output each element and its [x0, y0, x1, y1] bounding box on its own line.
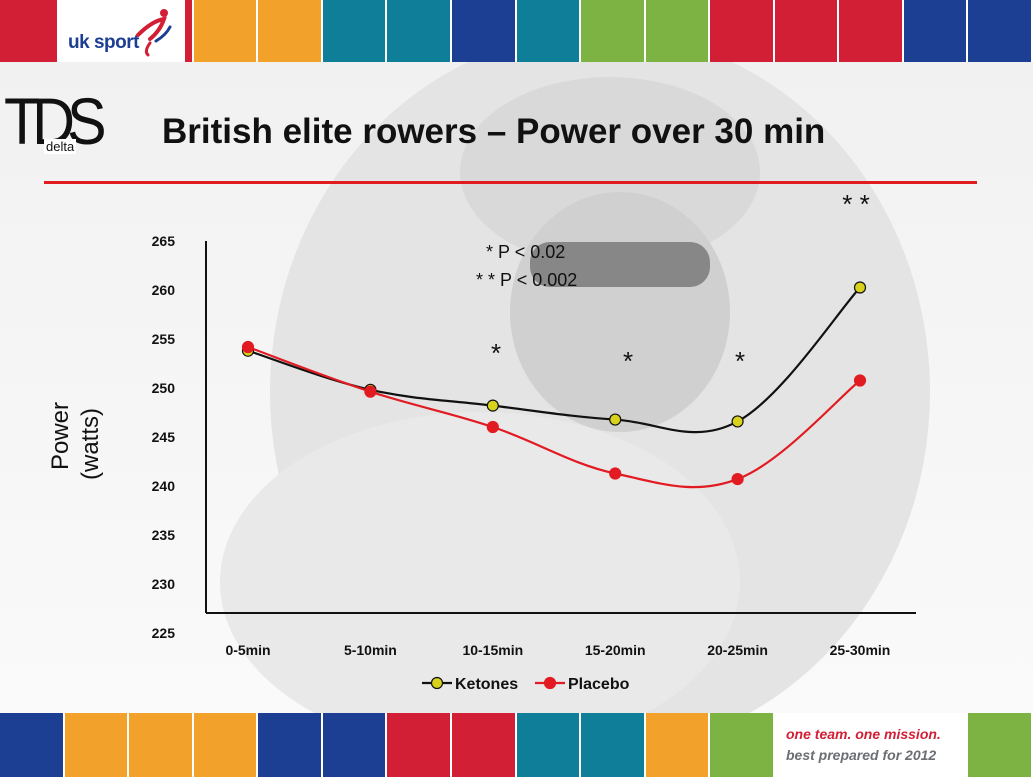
legend-item-ketones: Ketones [422, 676, 518, 693]
background-photo [0, 62, 1033, 713]
stripe-segment [968, 0, 1031, 62]
chart-axes [205, 241, 916, 614]
x-tick-label: 15-20min [585, 642, 646, 658]
y-tick-label: 240 [152, 478, 176, 494]
significance-star: * [491, 338, 501, 368]
legend-label: Placebo [568, 676, 630, 693]
y-tick-label: 225 [152, 625, 176, 641]
data-point-placebo [609, 467, 622, 480]
stripe-segment [451, 0, 515, 62]
x-tick-label: 0-5min [225, 642, 270, 658]
stripe-segment [193, 713, 257, 777]
stripe-segment [129, 713, 192, 777]
series-ketones [241, 281, 867, 434]
y-tick-labels: 265 260 255 250 245 240 235 230 225 [152, 233, 176, 641]
significance-star: * * [842, 189, 869, 219]
x-tick-label: 20-25min [707, 642, 768, 658]
legend-swatch-marker [543, 676, 557, 690]
y-tick-label: 255 [152, 331, 176, 347]
stripe-segment [710, 0, 773, 62]
slogan-line-two: best prepared for 2012 [786, 747, 937, 763]
data-point-ketones [731, 415, 744, 428]
y-tick-label: 260 [152, 282, 176, 298]
data-point-placebo [486, 420, 499, 434]
y-axis-title: Power (watts) [47, 402, 104, 480]
background-photo-silhouette [220, 62, 930, 713]
series-line-placebo [247, 345, 861, 489]
y-axis-title-line1: Power [47, 402, 74, 470]
y-axis-title-line2: (watts) [77, 408, 104, 480]
series-layer [241, 281, 867, 489]
stripe-segment [322, 0, 386, 62]
stripe-segment [387, 0, 450, 62]
stripe-segment [64, 713, 128, 777]
x-tick-labels: 0-5min 5-10min 10-15min 15-20min 20-25min 25-… [225, 642, 890, 658]
stripe-segment [645, 713, 709, 777]
stripe-segment [581, 0, 644, 62]
data-point-placebo [241, 340, 255, 354]
athlete-figure-icon [136, 9, 172, 57]
stripe-segment [322, 713, 386, 777]
y-tick-label: 245 [152, 429, 176, 445]
data-point-placebo [731, 472, 744, 486]
data-point-ketones [486, 399, 499, 412]
stripe-segment [516, 713, 580, 777]
stripe-segment [258, 0, 321, 62]
y-tick-label: 250 [152, 380, 176, 396]
stripe-segment [774, 0, 838, 62]
slogan-line-one: one team. one mission. [786, 726, 941, 742]
stripe-segment [581, 713, 644, 777]
stripe-segment [451, 713, 515, 777]
stripe-segment [516, 0, 580, 62]
stripe-segment [193, 0, 257, 62]
stripe-segment [839, 0, 902, 62]
significance-note-2: * * P < 0.002 [476, 270, 577, 290]
stripe-segment [710, 713, 773, 777]
legend-swatch-marker [430, 676, 444, 690]
stripe-segment [903, 0, 967, 62]
data-point-ketones [609, 413, 622, 426]
slide-title: British elite rowers – Power over 30 min [162, 112, 826, 151]
significance-star: * [623, 346, 633, 376]
stripe-segment [0, 713, 63, 777]
stripe-segment [258, 713, 321, 777]
data-point-placebo [364, 385, 377, 398]
x-tick-label: 10-15min [462, 642, 523, 658]
stripe-segment [387, 713, 450, 777]
legend-item-placebo: Placebo [535, 676, 630, 693]
significance-star: * [735, 346, 745, 376]
legend-label: Ketones [455, 676, 518, 693]
uk-sport-logo-text: uk sport [68, 32, 139, 53]
significance-markers: * * * * * [491, 189, 870, 376]
data-point-placebo [853, 374, 867, 387]
title-underline [44, 181, 977, 184]
series-placebo [241, 340, 867, 489]
y-tick-label: 230 [152, 576, 176, 592]
stripe-segment [0, 0, 63, 62]
stripe-segment [968, 713, 1031, 777]
x-tick-label: 25-30min [830, 642, 891, 658]
tds-logo-sub: delta [44, 139, 77, 154]
y-tick-label: 235 [152, 527, 176, 543]
series-line-ketones [247, 286, 861, 434]
stripe-segment [645, 0, 709, 62]
chart-legend: Ketones Placebo [422, 676, 630, 693]
x-tick-label: 5-10min [344, 642, 397, 658]
significance-note-1: * P < 0.02 [486, 242, 565, 262]
slogan-panel [773, 713, 968, 777]
y-tick-label: 265 [152, 233, 176, 249]
data-point-ketones [853, 281, 867, 294]
